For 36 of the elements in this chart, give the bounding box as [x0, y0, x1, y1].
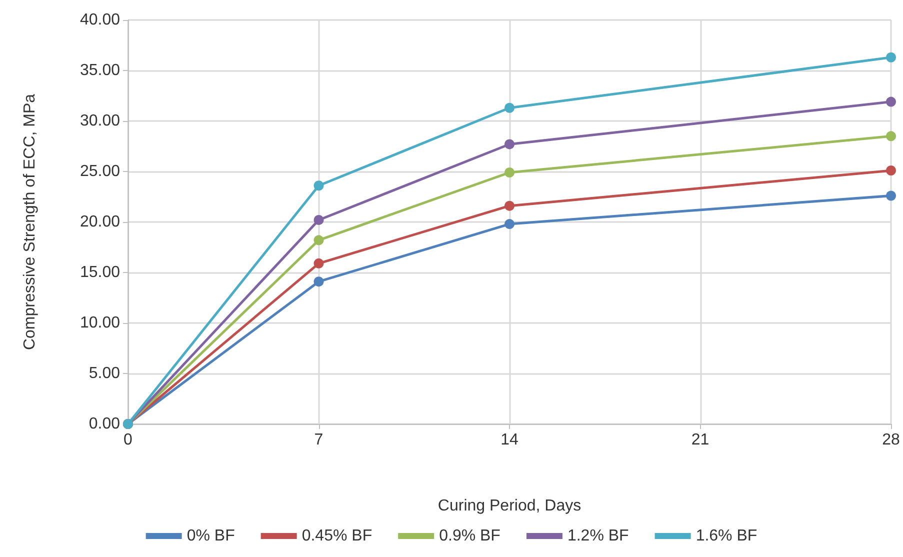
x-tick-label: 28 [882, 432, 900, 448]
point [314, 214, 324, 225]
y-tick-label: 35.00 [80, 62, 120, 79]
y-tick-label: 30.00 [80, 112, 120, 130]
point [886, 165, 896, 176]
legend-label: 1.6% BF [696, 528, 758, 544]
y-tick-label: 20.00 [80, 214, 120, 230]
point [504, 219, 514, 230]
point [314, 235, 324, 246]
x-axis-title: Curing Period, Days [438, 498, 582, 514]
point [504, 102, 514, 113]
point [504, 139, 514, 150]
y-tick-label: 0.00 [88, 416, 120, 432]
y-axis-title: Compressive Strength of ECC, MPa [22, 94, 38, 350]
y-tick-label: 40.00 [80, 12, 120, 28]
point [314, 258, 324, 268]
x-tick-label: 7 [314, 432, 324, 448]
x-tick-label: 21 [691, 432, 710, 448]
y-tick-label: 15.00 [80, 264, 120, 281]
legend-label: 1.2% BF [567, 528, 630, 544]
point [314, 180, 324, 191]
point [886, 190, 896, 201]
point [314, 276, 324, 287]
point [886, 131, 896, 142]
y-tick-label: 10.00 [80, 314, 120, 332]
x-tick-label: 14 [500, 432, 518, 448]
x-tick-label: 0 [124, 432, 133, 448]
y-tick-label: 5.00 [88, 365, 120, 382]
point [504, 200, 514, 211]
legend-label: 0% BF [186, 528, 236, 544]
y-tick-label: 25.00 [80, 163, 120, 180]
legend-label: 0.45% BF [302, 528, 372, 544]
point [504, 168, 514, 178]
point [886, 96, 896, 107]
legend-label: 0.9% BF [439, 528, 501, 544]
point [886, 52, 896, 62]
